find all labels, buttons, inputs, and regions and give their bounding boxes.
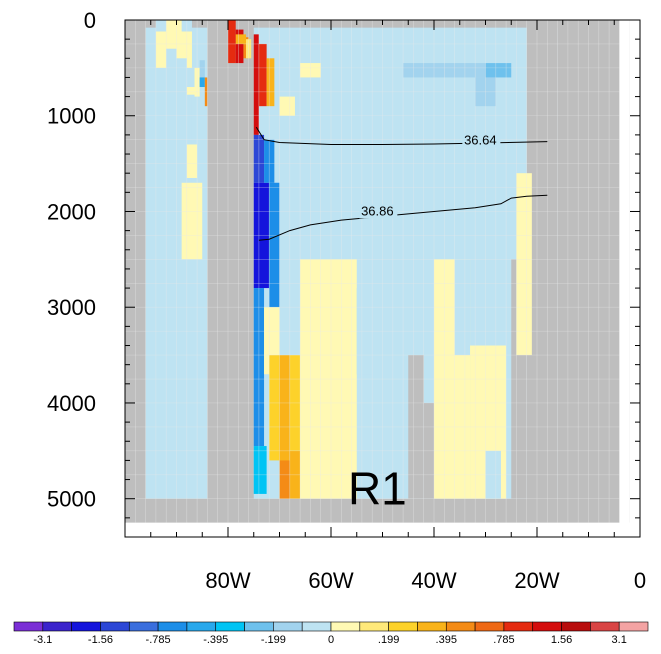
colorbar-swatch [186, 621, 217, 632]
heatmap-cell [516, 173, 532, 356]
x-tick-label: 0 [634, 568, 646, 593]
heatmap-cell [235, 29, 244, 64]
colorbar-swatch [215, 621, 245, 632]
heatmap-cell [228, 20, 236, 64]
heatmap-cell [289, 450, 301, 499]
x-tick-label: 20W [514, 568, 559, 593]
colorbar-swatch [301, 621, 332, 632]
plot-area [125, 19, 640, 537]
colorbar-label: -.395 [203, 634, 228, 646]
colorbar-swatch [71, 621, 101, 632]
annotations: R1 [348, 462, 407, 514]
heatmap-cell [485, 63, 512, 78]
contour-label-bg [359, 204, 398, 219]
heatmap-cell [279, 460, 290, 499]
y-tick-label: 4000 [47, 391, 96, 416]
heatmap-cell [186, 87, 198, 95]
colorbar-swatch [561, 621, 591, 632]
heatmap-cell [300, 259, 357, 499]
y-tick-label: 1000 [47, 104, 96, 129]
colorbar-label: 1.56 [551, 634, 572, 646]
contour-label: 36.64 [464, 133, 497, 148]
colorbar-label: .199 [378, 634, 399, 646]
axes: 0 1000 2000 3000 4000 5000 80W 60W 40W 20W 0 [47, 8, 646, 593]
heatmap-cell [454, 259, 471, 356]
colorbar-swatch [100, 621, 130, 632]
colorbar-swatch [157, 621, 188, 632]
heatmap-cell [356, 288, 373, 375]
y-tick-label: 0 [84, 8, 96, 33]
colorbar-label: -1.56 [88, 634, 113, 646]
x-tick-label: 80W [205, 568, 250, 593]
heatmap-cell [199, 77, 205, 88]
heatmap-cell [207, 20, 254, 518]
colorbar-label: 0 [328, 634, 334, 646]
contour-lines: 36.64 36.86 [255, 126, 548, 241]
heatmap-cell [186, 144, 198, 178]
colorbar-swatch [532, 621, 562, 632]
colorbar-label: -.199 [261, 634, 286, 646]
colorbar-label: .785 [493, 634, 514, 646]
colorbar-swatch [590, 621, 620, 632]
heatmap-cell [199, 60, 205, 88]
colorbar-label: -3.1 [33, 634, 52, 646]
colorbar-swatch [244, 621, 274, 632]
colorbar-swatch [388, 621, 418, 632]
x-tick-label: 60W [308, 568, 353, 593]
heatmap-cell [166, 20, 182, 47]
heatmap-cell [408, 355, 424, 499]
heatmap-cell [279, 96, 295, 116]
heatmap-cell [289, 355, 301, 451]
heatmap-cell [181, 182, 203, 260]
y-tick-label: 3000 [47, 295, 96, 320]
contour-label: 36.86 [361, 203, 394, 218]
heatmap-cell [253, 182, 270, 289]
colorbar-swatch [474, 621, 505, 632]
colorbar-swatch [128, 621, 159, 632]
heatmap-cell [253, 446, 267, 494]
heatmap-cell [269, 182, 280, 308]
heatmap-cell [166, 48, 177, 78]
contour-line-1 [258, 194, 548, 241]
heatmap-cell [253, 34, 259, 135]
y-tick-label: 5000 [47, 487, 96, 512]
heatmap-cell [235, 34, 247, 44]
colorbar-label: .395 [436, 634, 457, 646]
region-label: R1 [348, 462, 407, 514]
colorbar-swatch [13, 621, 44, 632]
colorbar-swatch [503, 621, 534, 632]
colorbar-swatch [417, 621, 447, 632]
heatmap-cell [258, 43, 267, 107]
contour-label-bg [462, 133, 501, 148]
colorbar-swatch [359, 621, 389, 632]
colorbar-label: -.785 [146, 634, 171, 646]
heatmap-cell [266, 58, 275, 107]
y-tick-label: 2000 [47, 199, 96, 224]
heatmap-cell [485, 450, 501, 499]
colorbar-swatch [273, 621, 303, 632]
colorbar-swatch [618, 621, 649, 632]
colorbar-swatch [445, 621, 476, 632]
colorbar-swatch [330, 621, 361, 632]
colorbar: -3.1 -1.56 -.785 -.395 -.199 0 .199 .395 .785 1.5… [13, 621, 649, 646]
x-tick-label: 40W [411, 568, 456, 593]
colorbar-label: 3.1 [612, 634, 627, 646]
heatmap-cell [279, 355, 290, 499]
colorbar-swatch [42, 621, 72, 632]
heatmap-cell [269, 355, 280, 461]
